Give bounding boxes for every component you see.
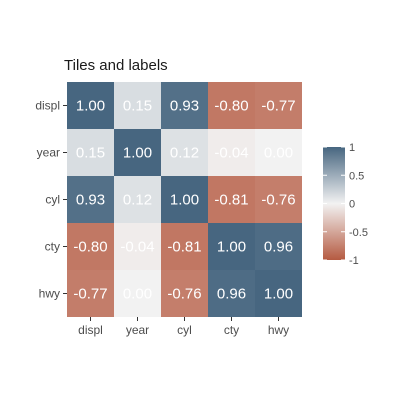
tile-value-label: 0.96 <box>264 239 293 256</box>
tile-value-label: 0.93 <box>170 98 199 115</box>
tile-value-label: 0.12 <box>170 145 199 162</box>
legend-colorbar <box>323 147 345 260</box>
heatmap-tile <box>161 223 208 270</box>
tile-value-label: 0.15 <box>76 145 105 162</box>
heatmap-tile <box>114 176 161 223</box>
legend-tick-label: -0.5 <box>349 227 368 239</box>
tile-value-label: -0.81 <box>167 239 201 256</box>
heatmap-tile <box>67 270 114 317</box>
legend-tick-label: 1 <box>349 142 355 154</box>
tile-value-label: -0.76 <box>167 286 201 303</box>
heatmap-tile <box>67 223 114 270</box>
heatmap-tile <box>208 129 255 176</box>
heatmap-tile <box>208 82 255 129</box>
tile-value-label: 0.15 <box>123 98 152 115</box>
x-tick-label: hwy <box>268 323 289 337</box>
heatmap-tile <box>208 176 255 223</box>
legend-ticks: 1 0.5 0 -0.5 -1 <box>323 142 368 267</box>
heatmap-tile <box>114 223 161 270</box>
legend-tick-label: 0.5 <box>349 170 364 182</box>
heatmap-tile <box>208 223 255 270</box>
tile-value-label: 1.00 <box>123 145 152 162</box>
heatmap-tile <box>114 82 161 129</box>
tile-value-label: 0.96 <box>217 286 246 303</box>
heatmap-tile <box>67 176 114 223</box>
tile-value-label: -0.04 <box>120 239 154 256</box>
heatmap-tile <box>67 82 114 129</box>
heatmap-tile <box>67 129 114 176</box>
tile-value-label: -0.77 <box>73 286 107 303</box>
x-axis: displ year cyl cty hwy <box>78 317 289 337</box>
tile-grid: 1.00 0.15 0.93 -0.80 -0.77 0.15 1.00 0.12 -0.04 0… <box>67 82 302 317</box>
tile-value-label: -0.80 <box>214 98 248 115</box>
tile-value-label: 1.00 <box>76 98 105 115</box>
y-tick-label: hwy <box>39 287 60 301</box>
x-tick-label: displ <box>78 323 103 337</box>
tile-value-label: -0.80 <box>73 239 107 256</box>
tile-value-label: 1.00 <box>170 192 199 209</box>
tile-value-label: 1.00 <box>217 239 246 256</box>
heatmap-tile <box>255 223 302 270</box>
legend-tick-label: -1 <box>349 255 359 267</box>
y-tick-label: displ <box>35 99 60 113</box>
tile-value-label: 0.12 <box>123 192 152 209</box>
heatmap-tile <box>114 270 161 317</box>
x-tick-label: cyl <box>177 323 192 337</box>
tile-value-label: -0.04 <box>214 145 248 162</box>
tile-value-label: 1.00 <box>264 286 293 303</box>
color-legend: 1 0.5 0 -0.5 -1 <box>323 142 368 267</box>
x-tick-label: year <box>126 323 149 337</box>
y-tick-label: year <box>37 146 60 160</box>
tile-value-label: 0.93 <box>76 192 105 209</box>
tile-value-label: -0.76 <box>261 192 295 209</box>
chart-title: Tiles and labels <box>64 57 168 74</box>
heatmap-tile <box>161 176 208 223</box>
tile-value-label: 0.00 <box>123 286 152 303</box>
heatmap-tile <box>161 270 208 317</box>
heatmap-tile <box>255 176 302 223</box>
y-tick-label: cyl <box>45 193 60 207</box>
y-tick-label: cty <box>45 240 60 254</box>
y-axis: displ year cyl cty hwy <box>35 99 67 301</box>
heatmap-tile <box>255 270 302 317</box>
tile-value-label: -0.77 <box>261 98 295 115</box>
x-tick-label: cty <box>224 323 239 337</box>
heatmap-tile <box>255 129 302 176</box>
heatmap-tile <box>161 129 208 176</box>
heatmap-tile <box>161 82 208 129</box>
heatmap-tile <box>114 129 161 176</box>
tile-value-label: 0.00 <box>264 145 293 162</box>
heatmap-tile <box>208 270 255 317</box>
tile-value-label: -0.81 <box>214 192 248 209</box>
legend-tick-label: 0 <box>349 199 355 211</box>
heatmap-tile <box>255 82 302 129</box>
